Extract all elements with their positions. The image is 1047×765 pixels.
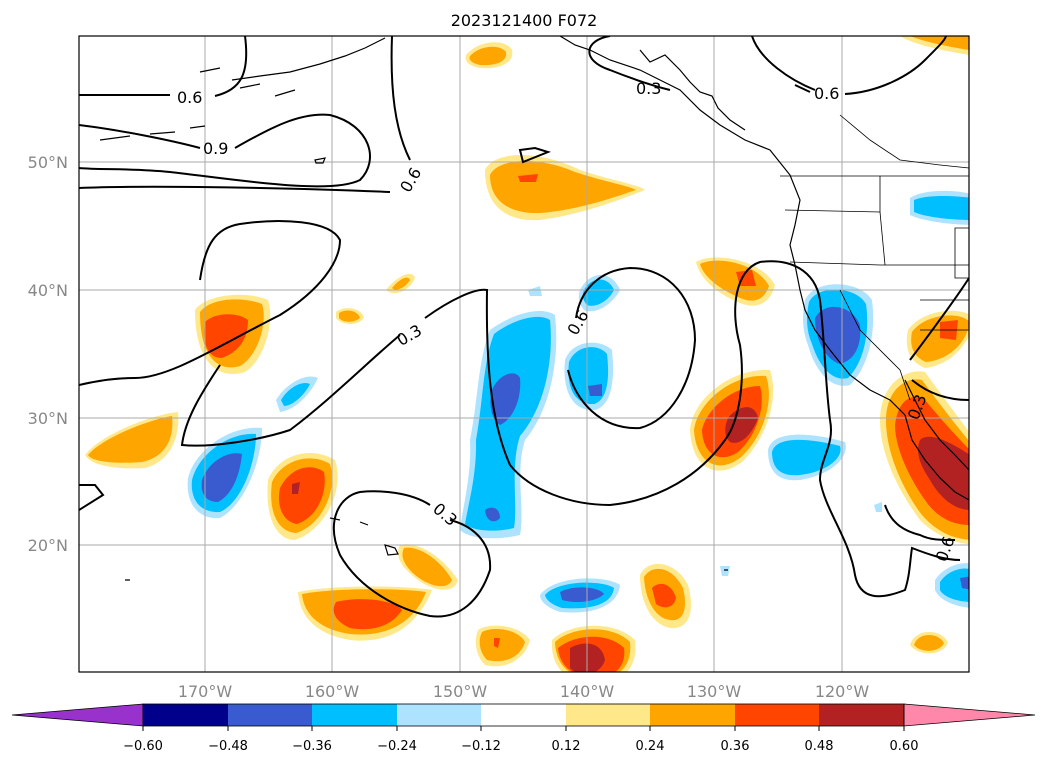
longitude-labels: 170°W 160°W 150°W 140°W 130°W 120°W [178, 682, 870, 701]
colorbar-label: −0.48 [208, 739, 248, 754]
contour-label: 0.6 [814, 84, 839, 103]
lon-label: 160°W [305, 682, 360, 701]
political-borders [780, 114, 969, 401]
colorbar-segment [397, 704, 481, 726]
colorbar-label: −0.60 [123, 739, 163, 754]
colorbar-segment [143, 704, 228, 726]
colorbar-label: −0.36 [292, 739, 332, 754]
colorbar-label: −0.24 [377, 739, 417, 754]
colorbar-segment [481, 704, 566, 726]
lon-label: 150°W [433, 682, 488, 701]
contours [79, 36, 969, 618]
lat-label: 20°N [28, 536, 68, 555]
colorbar-segment [819, 704, 904, 726]
contour-label: 0.3 [636, 79, 661, 98]
lon-label: 140°W [560, 682, 615, 701]
lat-label: 30°N [28, 409, 68, 428]
colorbar-labels: −0.60 −0.48 −0.36 −0.24 −0.12 0.12 0.24 … [123, 739, 918, 754]
colorbar-extend-low [11, 703, 144, 727]
colorbar-label: −0.12 [461, 739, 501, 754]
colorbar-ticks [142, 726, 905, 731]
contour-label: 0.9 [203, 139, 228, 158]
colorbar-segment [735, 704, 819, 726]
colorbar-segment [650, 704, 735, 726]
map-frame [78, 35, 970, 673]
colorbar-label: 0.48 [805, 739, 834, 754]
colorbar-label: 0.12 [552, 739, 581, 754]
coastlines [99, 36, 969, 581]
map-title: 2023121400 F072 [451, 11, 598, 30]
lon-label: 170°W [178, 682, 233, 701]
colorbar-label: 0.60 [890, 739, 919, 754]
colorbar-segment [228, 704, 312, 726]
colorbar-label: 0.36 [721, 739, 750, 754]
colorbar-extend-high [903, 703, 1036, 727]
lon-label: 120°W [815, 682, 870, 701]
lat-label: 50°N [28, 153, 68, 172]
colorbar: −0.60 −0.48 −0.36 −0.24 −0.12 0.12 0.24 … [11, 703, 1036, 754]
positive-anomalies [85, 36, 969, 672]
colorbar-segment [566, 704, 650, 726]
colorbar-label: 0.24 [636, 739, 665, 754]
lat-label: 40°N [28, 281, 68, 300]
contour-label: 0.6 [177, 88, 202, 107]
map-area: 0.6 0.9 0.6 0.3 0.6 0.3 0.3 0.6 0.3 0.6 [79, 36, 969, 672]
latitude-labels: 50°N 40°N 30°N 20°N [28, 153, 68, 555]
colorbar-segment [312, 704, 397, 726]
lon-label: 130°W [687, 682, 742, 701]
